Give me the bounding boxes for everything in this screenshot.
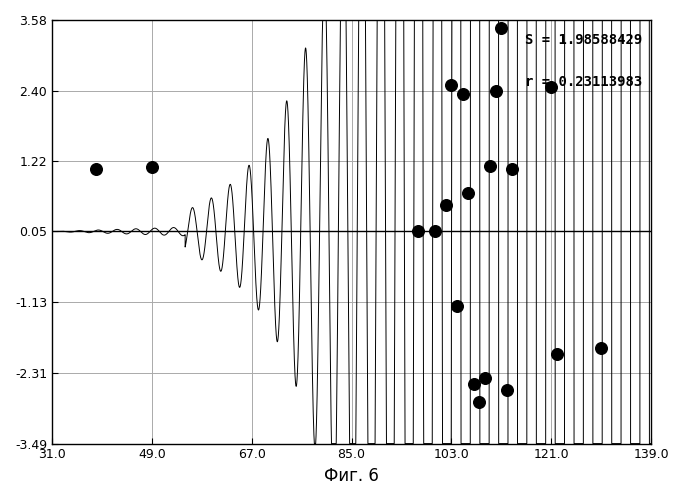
Point (457, 90, 468, 98)
Point (496, 24, 507, 32)
Text: S = 1.98588429: S = 1.98588429 (525, 32, 642, 46)
Point (91, 164, 102, 172)
Point (430, 228, 440, 235)
Point (474, 398, 485, 406)
Point (490, 86, 501, 94)
Point (501, 386, 512, 394)
Point (546, 82, 557, 90)
Point (146, 163, 157, 171)
Point (440, 200, 451, 208)
Text: r = 0.23113983: r = 0.23113983 (525, 75, 642, 89)
Point (446, 80, 457, 88)
Point (462, 188, 473, 196)
Point (451, 302, 462, 310)
Point (596, 344, 607, 352)
Point (551, 350, 562, 358)
Point (485, 162, 496, 170)
Point (479, 374, 490, 382)
Point (507, 164, 518, 172)
X-axis label: Фиг. 6: Фиг. 6 (324, 467, 379, 485)
Point (412, 228, 423, 235)
Point (468, 380, 479, 388)
